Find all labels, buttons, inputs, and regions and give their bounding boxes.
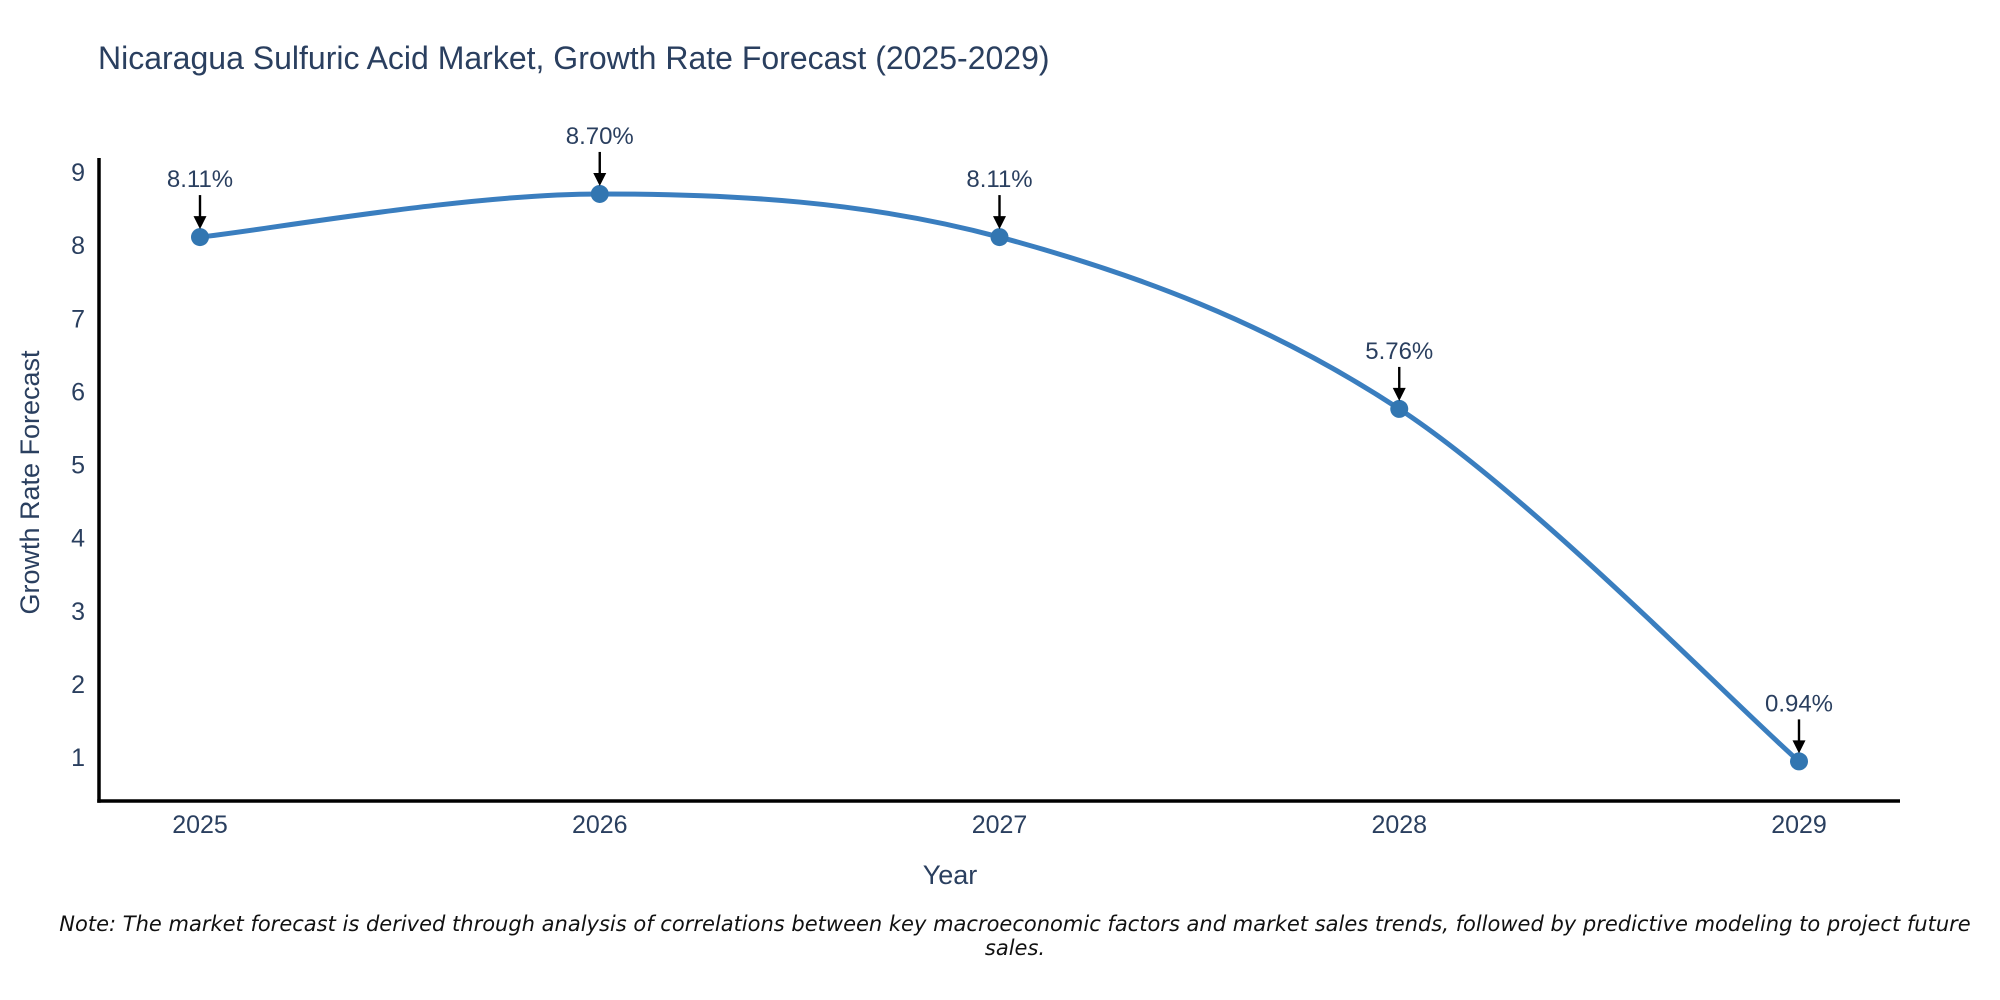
x-tick-label: 2026: [572, 811, 628, 839]
data-point-label: 8.70%: [566, 123, 634, 150]
y-tick-label: 2: [71, 671, 85, 699]
y-tick-label: 7: [71, 305, 85, 333]
forecast-line: [197, 191, 1802, 764]
y-tick-label: 3: [71, 598, 85, 626]
x-tick-label: 2027: [972, 811, 1028, 839]
data-point-label: 8.11%: [966, 166, 1032, 193]
data-point-2026[interactable]: [590, 184, 609, 203]
annotation-arrow-head: [993, 216, 1006, 230]
chart-title: Nicaragua Sulfuric Acid Market, Growth R…: [98, 40, 1050, 76]
y-tick-label: 5: [71, 452, 85, 480]
x-tick-label: 2025: [172, 811, 228, 839]
annotation-arrow-head: [193, 216, 207, 230]
x-axis-title: Year: [922, 860, 978, 890]
footnote: Note: The market forecast is derived thr…: [59, 912, 1971, 960]
annotation-arrow-head: [593, 172, 607, 186]
data-point-2028[interactable]: [1390, 399, 1409, 418]
y-tick-label: 6: [71, 378, 85, 406]
y-axis-title: Growth Rate Forecast: [15, 350, 45, 615]
data-point-label: 8.11%: [167, 166, 233, 193]
annotation-arrow-head: [1392, 387, 1406, 401]
data-point-2029[interactable]: [1790, 752, 1808, 771]
data-point-2025[interactable]: [191, 228, 209, 247]
y-tick-label: 9: [71, 159, 85, 187]
y-tick-label: 8: [71, 232, 85, 260]
data-point-2027[interactable]: [990, 228, 1009, 247]
data-point-label: 5.76%: [1365, 338, 1433, 365]
y-tick-label: 1: [71, 744, 85, 772]
x-tick-label: 2028: [1371, 811, 1427, 839]
x-tick-label: 2029: [1771, 811, 1827, 839]
annotation-arrow-head: [1792, 740, 1806, 754]
data-point-label: 0.94%: [1765, 690, 1833, 717]
y-tick-label: 4: [71, 525, 85, 553]
